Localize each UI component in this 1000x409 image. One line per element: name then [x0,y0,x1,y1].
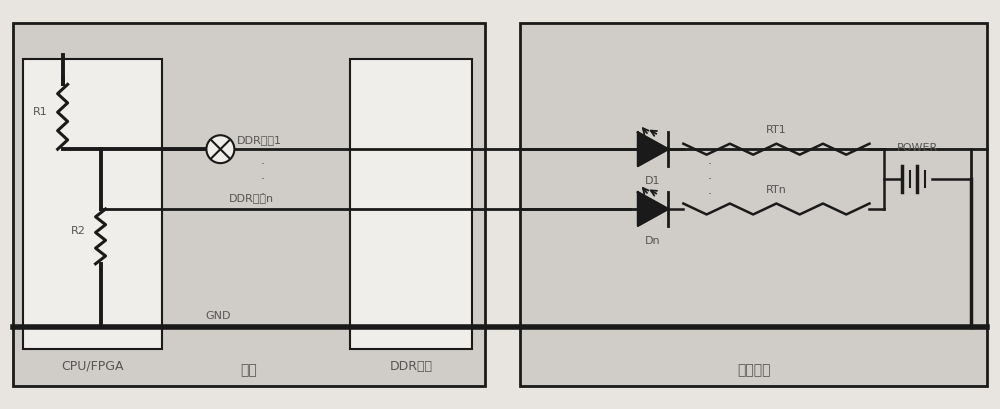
Polygon shape [638,132,668,166]
Text: RTn: RTn [766,185,787,195]
FancyBboxPatch shape [350,59,472,348]
FancyBboxPatch shape [520,22,987,387]
Text: 测试模块: 测试模块 [737,364,770,378]
Text: GND: GND [205,310,231,321]
Text: CPU/FPGA: CPU/FPGA [61,360,124,373]
Text: RT1: RT1 [766,125,787,135]
Text: POWER: POWER [897,143,938,153]
Text: ·
·
·: · · · [708,157,712,200]
Polygon shape [638,192,668,226]
FancyBboxPatch shape [13,22,485,387]
Text: DDR信号n: DDR信号n [228,193,274,203]
Text: D1: D1 [645,176,661,186]
Text: DDR座子: DDR座子 [390,360,433,373]
FancyBboxPatch shape [23,59,162,348]
Text: Dn: Dn [645,236,661,246]
Text: 主板: 主板 [240,364,257,378]
Text: R2: R2 [71,227,86,236]
Text: ·
·
·: · · · [260,157,264,200]
Circle shape [206,135,234,163]
Text: DDR信号1: DDR信号1 [237,135,282,145]
Text: R1: R1 [33,107,48,117]
